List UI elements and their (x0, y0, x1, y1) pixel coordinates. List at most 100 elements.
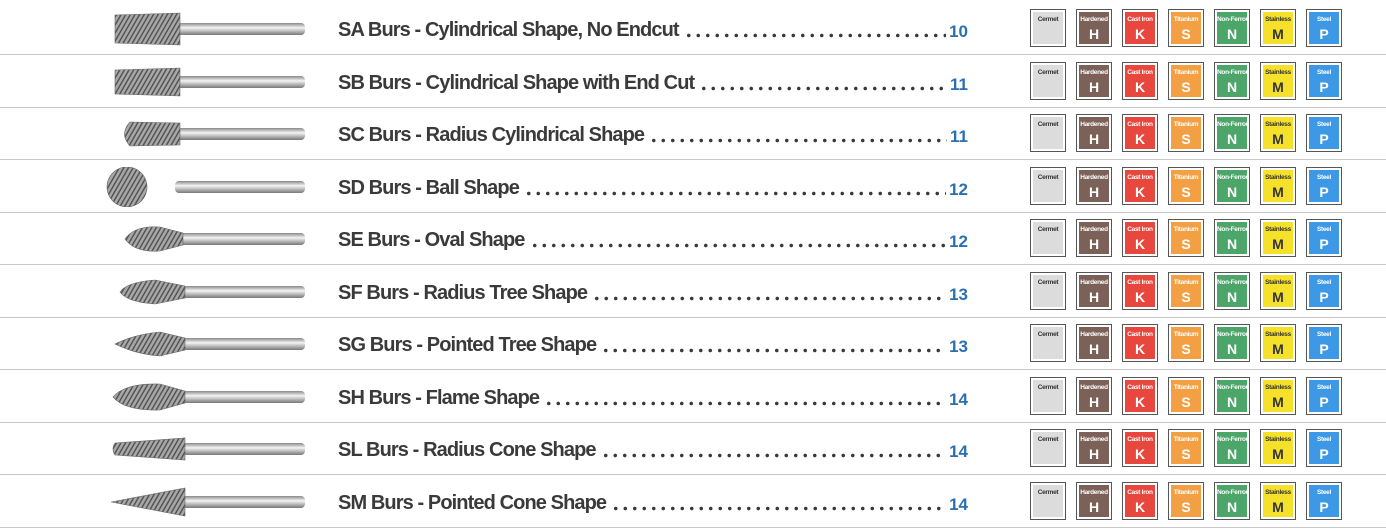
material-name: Cast Iron (1127, 226, 1153, 233)
page-number: 13 (949, 284, 968, 304)
material-letter: M (1272, 78, 1284, 95)
entry: SE Burs - Oval Shape 12 (338, 226, 968, 252)
material-name: Non-Ferrous (1217, 488, 1253, 496)
material-badge: Stainless M (1260, 219, 1296, 257)
material-badge: Titanium S (1168, 61, 1204, 100)
material-name: Cast Iron (1127, 383, 1153, 391)
dot-leader (683, 33, 947, 38)
material-name: Non-Ferrous (1217, 226, 1253, 233)
material-badge: Cermet (1030, 271, 1066, 310)
dot-leader (523, 190, 947, 196)
material-badge: Hardened H (1076, 219, 1112, 257)
material-name: Stainless (1265, 383, 1291, 391)
material-letter: K (1134, 78, 1146, 95)
row: SE Burs - Oval Shape 12 Cermet Hardened H Cas… (0, 213, 1386, 265)
bur-image (106, 166, 305, 207)
material-letter: K (1134, 446, 1146, 462)
material-letter: M (1272, 26, 1284, 42)
bur-image (114, 331, 305, 357)
material-badge: Non-Ferrous N (1214, 429, 1253, 467)
material-name: Titanium (1173, 383, 1199, 391)
material-name: Non-Ferrous (1217, 121, 1253, 128)
material-letter: S (1181, 78, 1191, 95)
material-letter: M (1272, 393, 1284, 410)
material-letter: H (1088, 236, 1100, 252)
material-badge: Non-Ferrous N (1214, 9, 1253, 47)
material-badge: Steel P (1306, 376, 1342, 415)
material-name: Titanium (1173, 226, 1199, 233)
material-badge: Non-Ferrous N (1214, 271, 1253, 310)
row: SC Burs - Radius Cylindrical Shape 11 Cerm… (0, 108, 1386, 160)
material-badge: Hardened H (1076, 271, 1112, 310)
material-name: Hardened (1080, 16, 1108, 23)
material-letter: P (1319, 131, 1329, 147)
material-badge: Steel P (1306, 271, 1342, 310)
row: SH Burs - Flame Shape 14 Cermet Hardened H Ca… (0, 371, 1386, 423)
material-letter: P (1319, 26, 1329, 42)
material-letter: P (1319, 446, 1329, 462)
row: SL Burs - Radius Cone Shape 14 Cermet Harde… (0, 423, 1386, 475)
title: SH Burs - Flame Shape (338, 386, 540, 409)
material-badge: Stainless M (1260, 324, 1296, 362)
material-name: Stainless (1265, 331, 1291, 338)
material-name: Hardened (1080, 68, 1108, 76)
dot-leader (600, 453, 947, 458)
material-badge: Stainless M (1260, 429, 1296, 467)
material-name: Steel (1316, 331, 1332, 338)
page-number: 14 (949, 389, 968, 409)
material-badge: Cermet (1030, 9, 1066, 47)
material-badge: Hardened H (1076, 166, 1112, 205)
material-name: Titanium (1173, 121, 1199, 128)
material-letter: H (1088, 341, 1100, 357)
material-letter: P (1319, 341, 1329, 357)
material-letter: K (1134, 288, 1146, 305)
entry: SC Burs - Radius Cylindrical Shape 11 (338, 121, 968, 147)
material-name: Stainless (1265, 278, 1291, 286)
page-number: 14 (949, 494, 968, 514)
material-name: Hardened (1080, 278, 1108, 286)
material-name: Cermet (1037, 331, 1059, 338)
material-name: Cermet (1037, 68, 1059, 76)
material-name: Titanium (1173, 173, 1199, 181)
material-badge: Stainless M (1260, 9, 1296, 47)
material-badge: Cast Iron K (1122, 61, 1158, 100)
title: SA Burs - Cylindrical Shape, No Endcut (338, 19, 680, 41)
entry: SG Burs - Pointed Tree Shape 13 (338, 331, 968, 357)
material-letter: S (1181, 183, 1191, 200)
material-letter: K (1134, 26, 1146, 42)
material-letter: H (1088, 131, 1100, 147)
material-name: Cermet (1037, 16, 1059, 23)
material-badge: Non-Ferrous N (1214, 166, 1253, 205)
material-badge: Steel P (1306, 481, 1342, 520)
material-badge: Cast Iron K (1122, 324, 1158, 362)
bur-image (112, 437, 305, 461)
material-badge: Hardened H (1076, 61, 1112, 100)
material-badge: Cast Iron K (1122, 9, 1158, 47)
material-name: Non-Ferrous (1217, 331, 1253, 338)
material-letter: M (1272, 341, 1284, 357)
material-badge: Titanium S (1168, 9, 1204, 47)
entry: SM Burs - Pointed Cone Shape 14 (338, 489, 968, 515)
material-name: Hardened (1080, 436, 1108, 443)
entry: SD Burs - Ball Shape 12 (338, 174, 968, 200)
material-name: Hardened (1080, 383, 1108, 391)
material-badge: Cast Iron K (1122, 219, 1158, 257)
dot-leader (592, 295, 947, 301)
material-name: Steel (1316, 488, 1332, 496)
material-badge: Hardened H (1076, 9, 1112, 47)
material-badge: Cermet (1030, 481, 1066, 520)
material-badge: Hardened H (1076, 324, 1112, 362)
bur-image (124, 121, 305, 147)
title: SD Burs - Ball Shape (338, 176, 520, 199)
material-name: Cast Iron (1127, 68, 1153, 76)
material-name: Stainless (1265, 68, 1291, 76)
material-letter: S (1181, 341, 1191, 357)
bur-image (110, 487, 305, 516)
page-number: 12 (949, 232, 968, 251)
material-letter: K (1134, 183, 1146, 200)
material-name: Hardened (1080, 226, 1108, 233)
material-badge: Cermet (1030, 166, 1066, 205)
material-name: Cast Iron (1127, 16, 1153, 23)
material-badge: Non-Ferrous N (1214, 114, 1253, 152)
title: SM Burs - Pointed Cone Shape (338, 491, 607, 514)
